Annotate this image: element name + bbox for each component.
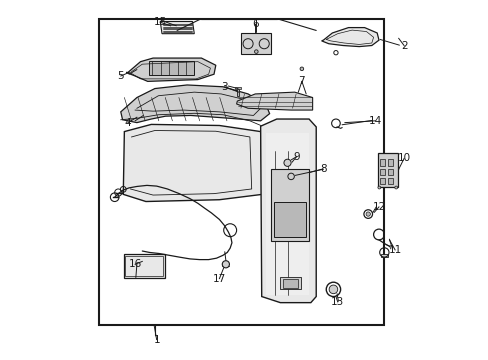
Circle shape	[284, 159, 290, 166]
Circle shape	[328, 285, 337, 294]
Bar	[387, 168, 392, 175]
Bar	[379, 178, 385, 184]
Polygon shape	[160, 22, 194, 34]
Text: 6: 6	[251, 19, 258, 29]
Text: 12: 12	[371, 202, 385, 212]
Bar	[379, 159, 385, 166]
Bar	[123, 254, 164, 278]
Bar	[387, 178, 392, 184]
Polygon shape	[260, 119, 316, 303]
Polygon shape	[126, 58, 215, 81]
Bar	[377, 153, 397, 187]
Text: 15: 15	[153, 17, 166, 27]
Bar	[280, 277, 301, 289]
Bar	[282, 279, 297, 288]
Circle shape	[366, 212, 369, 216]
Text: 11: 11	[387, 245, 401, 255]
Bar	[271, 169, 308, 241]
Text: 9: 9	[293, 152, 299, 162]
Polygon shape	[236, 92, 312, 110]
Text: 17: 17	[212, 274, 225, 284]
Text: 2: 2	[400, 41, 407, 50]
Text: 1: 1	[153, 334, 160, 345]
Circle shape	[394, 186, 397, 189]
Bar	[241, 33, 271, 54]
Text: 13: 13	[330, 297, 344, 307]
Bar	[265, 134, 308, 295]
Bar	[235, 87, 241, 89]
Bar	[273, 202, 305, 237]
Bar	[387, 159, 392, 166]
Bar	[380, 253, 387, 257]
Polygon shape	[121, 85, 269, 123]
Text: 5: 5	[117, 71, 124, 81]
Text: 8: 8	[320, 164, 326, 174]
Bar	[149, 61, 194, 75]
Bar	[236, 89, 239, 96]
Bar	[379, 168, 385, 175]
Circle shape	[287, 173, 294, 180]
Bar	[99, 19, 384, 325]
Circle shape	[377, 186, 380, 189]
Bar	[125, 256, 163, 276]
Circle shape	[254, 50, 258, 53]
Polygon shape	[321, 28, 378, 46]
Text: 10: 10	[397, 153, 410, 163]
Text: 16: 16	[128, 259, 142, 269]
Text: 7: 7	[298, 76, 305, 86]
Circle shape	[300, 67, 303, 71]
Circle shape	[222, 261, 229, 268]
Text: 4: 4	[124, 118, 131, 128]
Polygon shape	[123, 125, 262, 202]
Text: 3: 3	[221, 82, 227, 92]
Text: 14: 14	[368, 116, 381, 126]
